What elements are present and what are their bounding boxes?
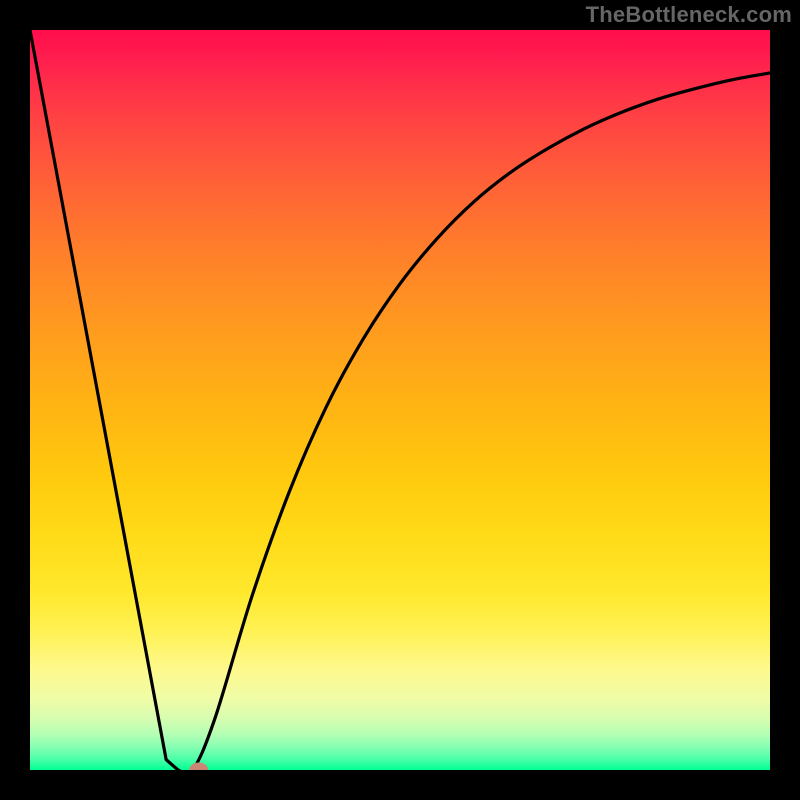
- watermark-text: TheBottleneck.com: [586, 2, 792, 28]
- chart-background-gradient: [30, 30, 770, 770]
- chart-container: TheBottleneck.com: [0, 0, 800, 800]
- bottleneck-chart: [0, 0, 800, 800]
